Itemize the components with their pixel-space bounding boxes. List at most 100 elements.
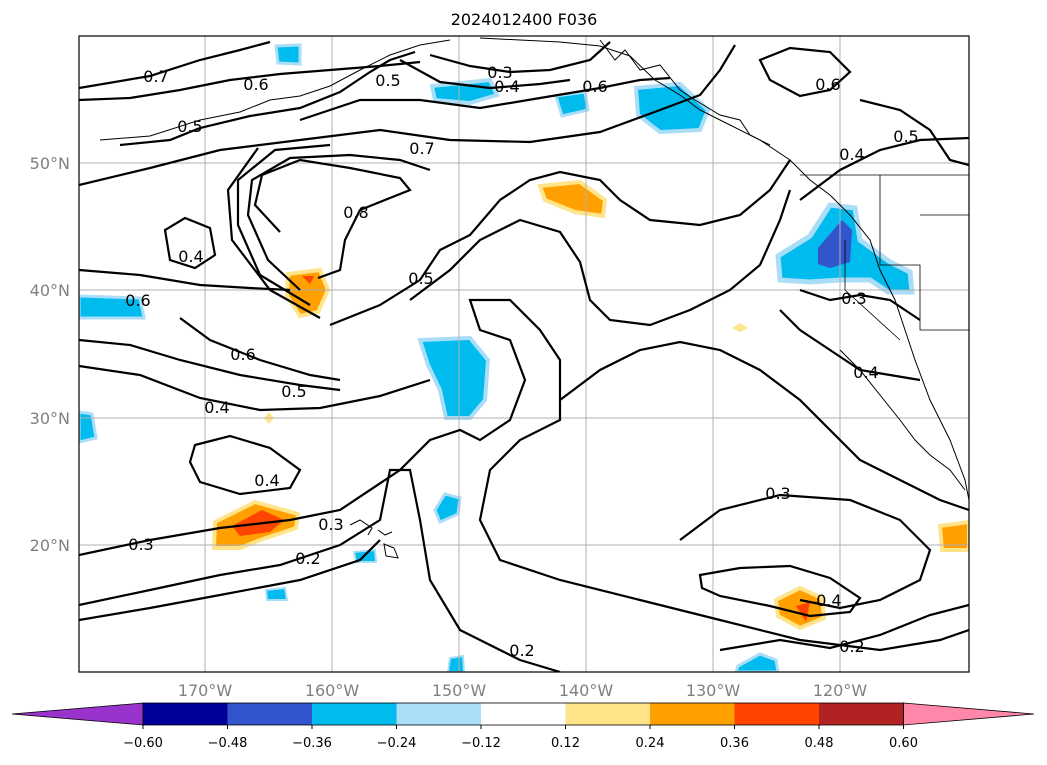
colorbar: −0.60 −0.48 −0.36 −0.24 −0.12 0.12 0.24 0.36 0.4… — [11, 702, 1035, 751]
contour-0.3-alaska — [429, 41, 611, 74]
colorbar-extend-high — [903, 702, 1035, 726]
colorbar-tick-label: −0.36 — [292, 736, 332, 751]
contour-label: 0.4 — [816, 591, 841, 610]
shade-red-40n — [302, 276, 314, 284]
shade-blue-alaska-2 — [554, 90, 590, 118]
shade-blue-alaska-1 — [429, 77, 500, 106]
lat-label-40n: 40°N — [30, 281, 70, 300]
colorbar-tick-label: 0.60 — [889, 736, 918, 751]
contour-0.5-left — [79, 338, 341, 392]
colorbar-tick-label: 0.36 — [720, 736, 749, 751]
colorbar-outline — [142, 702, 904, 726]
colorbar-tick-label: 0.48 — [805, 736, 834, 751]
contour-label: 0.4 — [494, 77, 519, 96]
plot-frame — [78, 35, 970, 673]
colorbar-segment — [143, 703, 228, 725]
contour-label: 0.5 — [281, 382, 306, 401]
lon-label-130w: 130°W — [686, 681, 741, 700]
shade-blue-left-30 — [79, 410, 98, 444]
hawaii — [349, 519, 399, 559]
contour-0.3-big — [79, 298, 969, 652]
shade-blue-bottom-1 — [446, 654, 466, 672]
contour-0.4-left-oval — [163, 216, 217, 270]
contour-0.2-bottom — [79, 468, 561, 672]
contour-0.5-mid — [329, 159, 791, 327]
coastlines — [99, 37, 969, 559]
colorbar-segment — [481, 703, 566, 725]
colorbar-segment — [396, 703, 482, 725]
lon-label-140w: 140°W — [559, 681, 614, 700]
contour-label: 0.7 — [409, 139, 434, 158]
colorbar-tick-label: 0.12 — [551, 736, 580, 751]
colorbar-segment — [650, 703, 735, 725]
contour-label: 0.5 — [177, 117, 202, 136]
contour-label: 0.2 — [839, 637, 864, 656]
contour-label: 0.4 — [178, 247, 203, 266]
contour-0.6-mid — [179, 317, 341, 382]
contour-0.4-alaska — [399, 59, 571, 90]
contour-label: 0.2 — [509, 641, 534, 660]
colorbar-segment — [227, 703, 313, 725]
shade-blue-small-3 — [264, 586, 289, 601]
graticule — [79, 36, 969, 672]
contour-0.4-left — [79, 364, 431, 412]
shade-blue-mid — [417, 335, 491, 420]
shade-orange-right — [937, 519, 969, 552]
shade-blue-bottom-2 — [734, 652, 780, 672]
lon-label-170w: 170°W — [178, 681, 233, 700]
contour-0.6-left — [79, 268, 291, 292]
colorbar-tick-label: −0.60 — [123, 736, 163, 751]
contours — [79, 40, 969, 672]
contour-label: 0.5 — [375, 71, 400, 90]
shade-blue-top-left — [274, 43, 302, 66]
shade-darkblue-california — [818, 220, 852, 268]
shade-orange-north — [537, 179, 608, 219]
contour-label: 0.6 — [230, 345, 255, 364]
figure-title: 2024012400 F036 — [451, 10, 598, 29]
contour-0.6-north — [299, 76, 671, 122]
contour-inner-2 — [236, 143, 331, 306]
contour-label: 0.6 — [243, 75, 268, 94]
contour-label: 0.8 — [343, 203, 368, 222]
colorbar-segment — [734, 703, 820, 725]
contour-label: 0.4 — [839, 145, 864, 164]
lon-label-160w: 160°W — [305, 681, 360, 700]
contour-0.3-calif — [799, 288, 921, 321]
contour-label-group: 0.7 0.6 0.5 0.3 0.4 0.6 0.6 0.5 0.4 0.7 … — [125, 63, 918, 660]
lat-label-20n: 20°N — [30, 536, 70, 555]
lon-label-120w: 120°W — [813, 681, 868, 700]
contour-0.6-right — [758, 46, 852, 98]
shade-blue-west-left — [79, 294, 146, 320]
contour-0.4-oval-left — [188, 434, 302, 496]
contour-0.3-right — [559, 340, 969, 512]
colorbar-tick-label: 0.24 — [636, 736, 665, 751]
colorbar-tick-label: −0.24 — [377, 736, 417, 751]
lat-label-50n: 50°N — [30, 154, 70, 173]
contour-label: 0.3 — [841, 289, 866, 308]
contour-label: 0.5 — [893, 127, 918, 146]
shade-yellow-dot-2 — [732, 323, 748, 332]
aleutians — [99, 37, 969, 501]
colorbar-segment — [312, 703, 397, 725]
colorbar-tick-label: −0.48 — [208, 736, 248, 751]
contour-label: 0.6 — [125, 291, 150, 310]
lon-label-150w: 150°W — [432, 681, 487, 700]
contour-label: 0.6 — [815, 75, 840, 94]
colorbar-segment — [565, 703, 651, 725]
contour-0.4-calif — [779, 309, 921, 382]
contour-label: 0.3 — [128, 535, 153, 554]
shade-blue-bc — [633, 81, 711, 135]
contour-0.2-right — [719, 603, 969, 652]
contour-label: 0.6 — [582, 77, 607, 96]
contour-0.5-right — [859, 98, 969, 167]
contour-0.6-top — [79, 60, 421, 102]
shade-red-south — [796, 602, 810, 622]
contour-inner-1 — [246, 153, 431, 291]
contour-label: 0.4 — [853, 363, 878, 382]
contour-0.4-south — [698, 564, 862, 618]
contour-0.4-right — [799, 136, 969, 201]
contour-0.7-top — [79, 40, 271, 90]
contour-label: 0.4 — [254, 471, 279, 490]
map-area: 0.7 0.6 0.5 0.3 0.4 0.6 0.6 0.5 0.4 0.7 … — [79, 36, 969, 672]
baja — [839, 349, 966, 491]
